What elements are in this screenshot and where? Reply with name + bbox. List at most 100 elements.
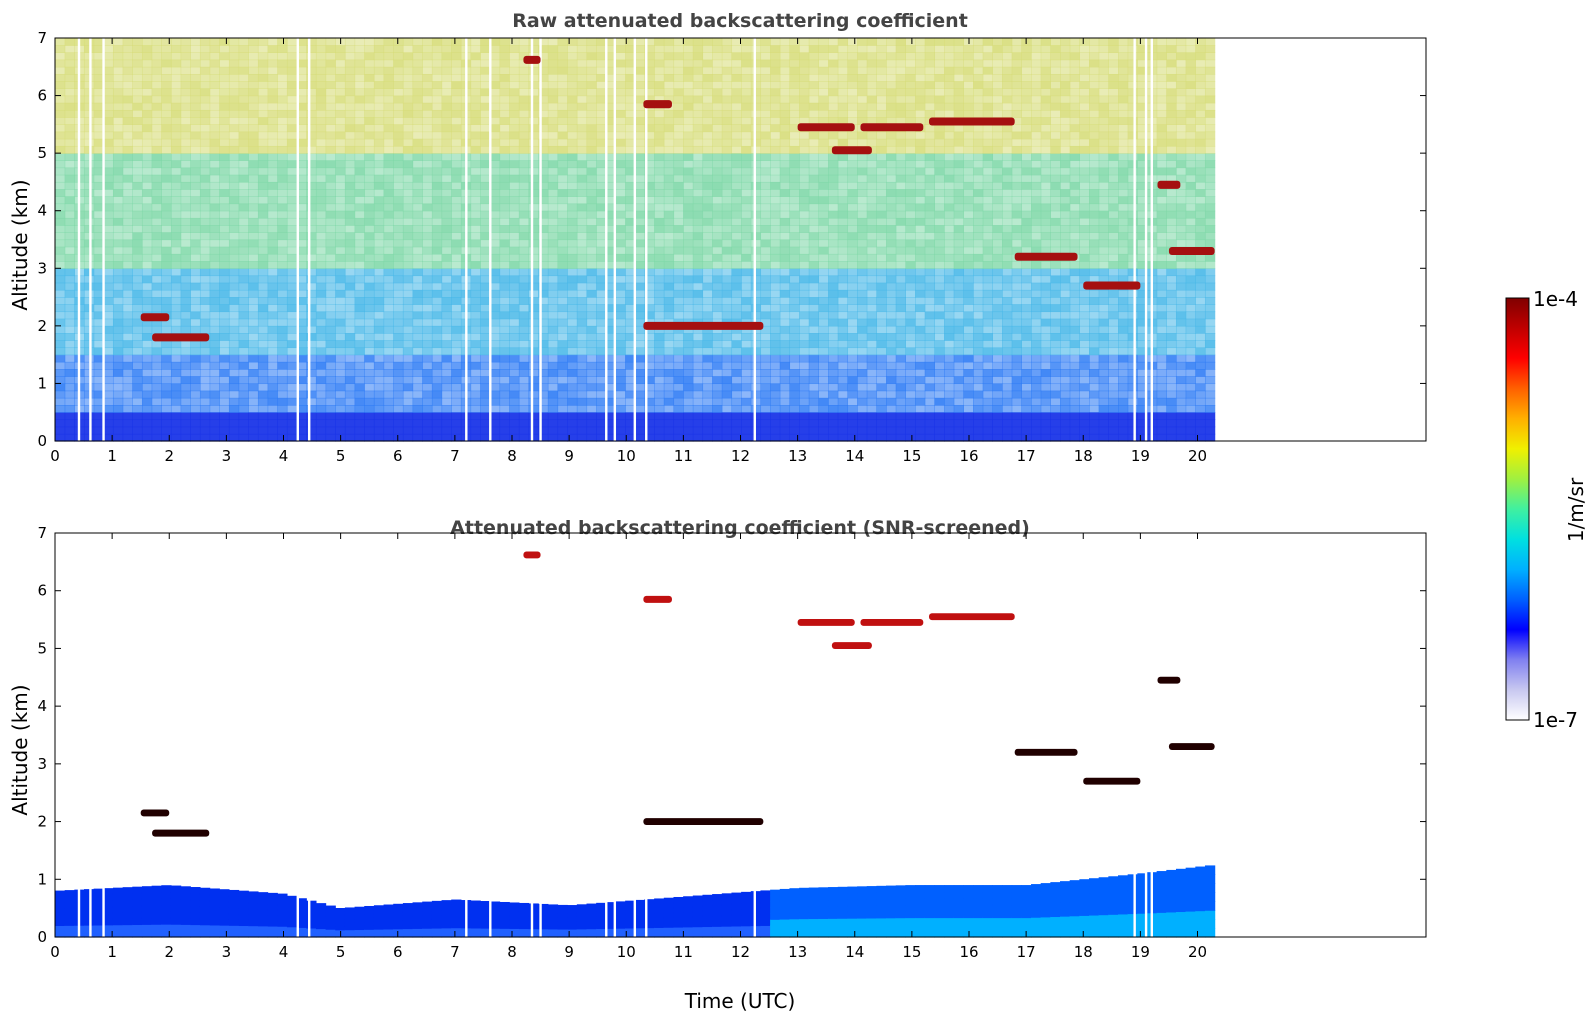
field-cell xyxy=(64,131,75,140)
field-cell xyxy=(876,174,887,183)
field-cell xyxy=(373,369,385,377)
field-cell xyxy=(721,390,733,399)
field-cell xyxy=(818,340,829,349)
field-cell xyxy=(895,138,907,147)
field-cell xyxy=(866,405,878,413)
field-cell xyxy=(828,232,839,241)
field-cell xyxy=(180,268,191,277)
field-cell xyxy=(93,66,104,75)
field-cell xyxy=(354,383,365,392)
field-cell xyxy=(103,131,114,140)
field-cell xyxy=(605,289,617,298)
field-cell xyxy=(248,261,259,269)
field-cell xyxy=(673,376,684,385)
field-cell xyxy=(480,225,491,233)
field-cell xyxy=(170,426,182,435)
field-cell xyxy=(257,325,269,334)
field-cell xyxy=(644,45,655,53)
field-cell xyxy=(141,419,153,428)
field-cell xyxy=(180,354,191,363)
field-cell xyxy=(199,210,211,219)
field-cell xyxy=(905,145,916,154)
field-cell xyxy=(837,289,849,298)
field-cell xyxy=(605,174,617,183)
field-cell xyxy=(257,297,269,305)
field-cell xyxy=(441,304,452,313)
field-cell xyxy=(876,81,887,89)
field-cell xyxy=(219,340,230,349)
field-cell xyxy=(702,297,713,305)
field-cell xyxy=(83,347,95,356)
field-cell xyxy=(141,232,153,241)
field-cell xyxy=(828,333,839,341)
field-cell xyxy=(808,412,820,421)
field-cell xyxy=(518,73,530,82)
field-cell xyxy=(296,52,307,61)
field-cell xyxy=(199,153,211,161)
field-cell xyxy=(170,217,182,226)
field-cell xyxy=(828,390,839,399)
field-cell xyxy=(567,167,578,176)
field-cell xyxy=(489,426,501,435)
field-cell xyxy=(557,117,568,125)
field-cell xyxy=(683,239,694,248)
field-cell xyxy=(654,246,665,255)
field-cell xyxy=(857,383,868,392)
field-cell xyxy=(895,181,907,190)
field-cell xyxy=(673,189,684,197)
field-cell xyxy=(480,102,491,111)
field-cell xyxy=(731,117,742,125)
field-cell xyxy=(634,397,646,406)
field-cell xyxy=(122,333,133,341)
field-cell xyxy=(509,361,520,370)
field-cell xyxy=(402,340,414,349)
field-cell xyxy=(557,210,568,219)
field-cell xyxy=(605,268,617,277)
field-cell xyxy=(605,66,617,75)
field-cell xyxy=(634,52,646,61)
field-cell xyxy=(412,145,423,154)
field-cell xyxy=(857,340,868,349)
field-cell xyxy=(586,217,597,226)
field-cell xyxy=(402,160,414,169)
field-cell xyxy=(673,153,684,161)
field-cell xyxy=(654,282,665,291)
field-cell xyxy=(383,289,394,298)
field-cell xyxy=(412,268,423,277)
field-cell xyxy=(335,109,346,118)
field-cell xyxy=(431,318,443,327)
field-cell xyxy=(373,102,385,111)
field-cell xyxy=(257,268,269,277)
field-cell xyxy=(760,189,771,197)
field-cell xyxy=(277,217,288,226)
field-cell xyxy=(431,59,443,68)
field-cell xyxy=(141,189,153,197)
field-cell xyxy=(741,138,752,147)
field-cell xyxy=(886,376,897,385)
field-cell xyxy=(654,196,665,205)
field-cell xyxy=(219,45,230,53)
field-cell xyxy=(325,261,336,269)
field-cell xyxy=(480,153,491,161)
field-cell xyxy=(760,253,771,262)
field-cell xyxy=(180,217,191,226)
field-cell xyxy=(354,153,365,161)
field-cell xyxy=(344,333,356,341)
field-cell xyxy=(741,412,752,421)
field-cell xyxy=(625,203,636,212)
field-cell xyxy=(180,325,191,334)
field-cell xyxy=(199,189,211,197)
field-cell xyxy=(190,73,201,82)
field-cell xyxy=(431,66,443,75)
field-cell xyxy=(528,88,539,97)
field-cell xyxy=(480,304,491,313)
field-cell xyxy=(905,203,916,212)
field-cell xyxy=(228,397,240,406)
field-cell xyxy=(605,52,617,61)
field-cell xyxy=(480,131,491,140)
field-cell xyxy=(866,52,878,61)
field-cell xyxy=(886,73,897,82)
field-cell xyxy=(441,376,452,385)
field-cell xyxy=(364,282,375,291)
field-cell xyxy=(248,59,259,68)
